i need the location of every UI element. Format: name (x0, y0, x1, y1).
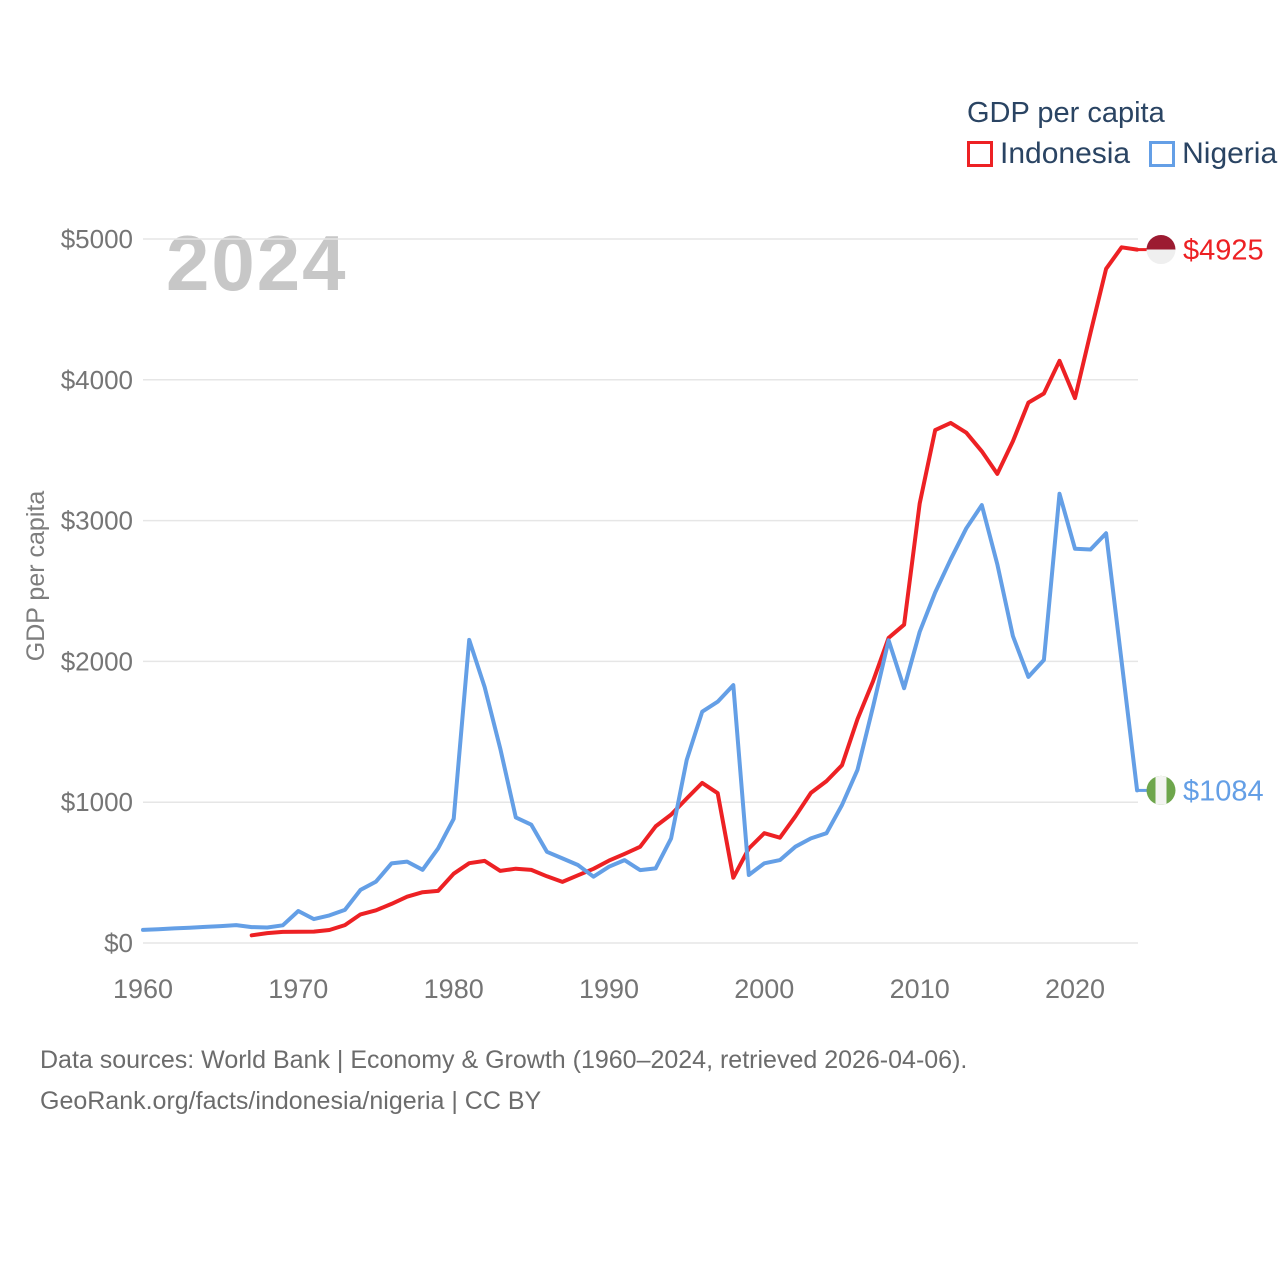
x-tick-label: 1970 (268, 974, 328, 1004)
x-tick-label: 2000 (734, 974, 794, 1004)
x-tick-label: 1960 (113, 974, 173, 1004)
y-tick-label: $1000 (61, 787, 133, 817)
indonesia-flag-icon (1146, 235, 1176, 265)
indonesia-end-label: $4925 (1183, 235, 1264, 267)
y-tick-label: $0 (104, 928, 133, 958)
y-tick-label: $5000 (61, 224, 133, 254)
legend-item-nigeria[interactable]: Nigeria (1149, 138, 1277, 170)
source-line-1: Data sources: World Bank | Economy & Gro… (40, 1046, 968, 1074)
legend-title: GDP per capita (967, 97, 1165, 129)
data-source-note: Data sources: World Bank | Economy & Gro… (40, 1040, 967, 1122)
x-tick-label: 2020 (1045, 974, 1105, 1004)
chart-legend: GDP per capita Indonesia Nigeria (967, 96, 1277, 170)
nigeria-line[interactable] (141, 491, 1140, 932)
indonesia-line[interactable] (249, 245, 1140, 938)
legend-label-nigeria: Nigeria (1182, 137, 1278, 170)
source-line-2: GeoRank.org/facts/indonesia/nigeria | CC… (40, 1087, 542, 1115)
nigeria-flag-icon (1146, 775, 1176, 805)
x-tick-label: 2010 (890, 974, 950, 1004)
y-tick-label: $2000 (61, 646, 133, 676)
nigeria-series-swatch (1149, 141, 1176, 167)
indonesia-series-swatch (967, 141, 993, 167)
legend-items: Indonesia Nigeria (967, 138, 1277, 170)
x-tick-label: 1980 (424, 974, 484, 1004)
y-tick-label: $4000 (61, 365, 133, 395)
watermark-year: 2024 (166, 219, 348, 307)
y-axis-title: GDP per capita (22, 491, 50, 662)
x-tick-label: 1990 (579, 974, 639, 1004)
legend-item-indonesia[interactable]: Indonesia (967, 138, 1130, 170)
y-tick-label: $3000 (61, 506, 133, 536)
legend-label-indonesia: Indonesia (1000, 137, 1131, 170)
nigeria-end-label: $1084 (1183, 775, 1264, 807)
